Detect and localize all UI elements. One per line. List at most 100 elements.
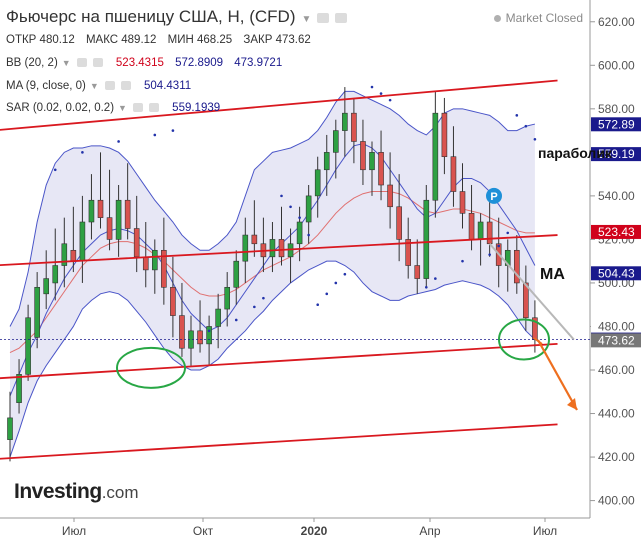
candle-down — [197, 330, 203, 345]
candle-down — [378, 152, 384, 186]
sar-dot — [262, 296, 265, 300]
channel-line — [0, 79, 558, 131]
sar-dot — [289, 205, 292, 209]
candle-down — [278, 239, 285, 258]
ma-settings-icon[interactable] — [104, 81, 115, 91]
price-label-text: 559.19 — [598, 147, 635, 161]
price-label-text: 572.89 — [598, 117, 635, 131]
price-label-box — [591, 224, 641, 239]
candle-up — [7, 417, 13, 440]
y-tick-label: 440.00 — [598, 407, 635, 421]
price-label-text: 480.00 — [598, 319, 635, 333]
forecast-arrowhead — [567, 398, 577, 410]
candle-up — [423, 199, 430, 279]
candle-down — [106, 217, 113, 240]
candle-down — [441, 112, 448, 158]
bb-dropdown-icon[interactable]: ▼ — [61, 58, 71, 68]
y-tick-label: 620.00 — [598, 15, 635, 29]
price-label-box — [591, 319, 641, 334]
candle-up — [34, 286, 40, 338]
sar-dot — [497, 244, 501, 248]
sar-dot — [370, 85, 374, 89]
candle-down — [459, 191, 466, 214]
candle-up — [115, 199, 122, 240]
title-dropdown-icon[interactable]: ▼ — [301, 14, 312, 25]
candle-up — [224, 286, 230, 310]
candle-up — [369, 152, 375, 171]
x-tick-label: 2020 — [301, 524, 328, 538]
price-label-text: 473.62 — [598, 333, 635, 347]
trend-line — [488, 243, 575, 341]
candle-down — [251, 234, 258, 245]
sar-visibility-icon[interactable] — [148, 103, 159, 113]
p-marker-icon — [486, 187, 502, 204]
candle-down — [360, 141, 366, 171]
y-tick-label: 460.00 — [598, 363, 635, 377]
x-tick-label: Апр — [419, 524, 441, 538]
bollinger-lower-line — [9, 260, 536, 458]
price-label-box — [591, 117, 641, 132]
candle-up — [342, 112, 348, 131]
plot-area — [0, 79, 590, 462]
candle-down — [396, 206, 402, 240]
market-status-text: Market Closed — [505, 11, 583, 25]
bb-lower-value: 473.9721 — [234, 57, 283, 69]
ma-visibility-icon[interactable] — [120, 81, 131, 91]
candle-down — [450, 156, 457, 192]
low-value: 468.25 — [197, 34, 233, 46]
bb-settings-icon[interactable] — [76, 58, 87, 68]
sar-dot — [425, 285, 428, 289]
bb-visibility-icon[interactable] — [92, 58, 103, 68]
status-dot-icon — [493, 15, 501, 23]
market-status: Market Closed — [493, 11, 583, 25]
annotation-circle-left — [116, 346, 186, 389]
candle-up — [206, 326, 212, 345]
sar-settings-icon[interactable] — [132, 103, 143, 113]
bollinger-band-fill — [10, 91, 535, 458]
candle-down — [351, 112, 357, 142]
forecast-arrow-tail — [533, 337, 543, 345]
indicator-row-bb[interactable]: BB (20, 2) ▼ 523.4315 572.8909 473.9721 — [6, 57, 282, 69]
settings-icon[interactable] — [317, 12, 330, 23]
sar-dot — [53, 168, 57, 172]
y-tick-label: 400.00 — [598, 494, 635, 508]
sar-value: 559.1939 — [172, 102, 221, 114]
sar-dropdown-icon[interactable]: ▼ — [118, 103, 127, 113]
sar-dot — [280, 194, 283, 198]
sar-dot — [388, 98, 392, 102]
candle-up — [242, 234, 249, 262]
sar-dot — [171, 129, 175, 132]
candle-up — [16, 374, 22, 403]
candle-up — [269, 239, 276, 258]
x-tick-label: Июл — [62, 524, 86, 538]
high-label: МАКС — [85, 34, 119, 46]
ma-dropdown-icon[interactable]: ▼ — [89, 81, 99, 91]
sar-dot — [524, 124, 528, 128]
candle-up — [43, 278, 50, 295]
x-tick-label: Июл — [533, 524, 557, 538]
indicator-row-sar[interactable]: SAR (0.02, 0.02, 0.2) ▼ 559.1939 — [6, 102, 220, 114]
forecast-arrow-line — [537, 339, 578, 411]
bb-label: BB (20, 2) — [6, 57, 58, 69]
indicator-row-ma[interactable]: MA (9, close, 0) ▼ 504.4311 — [6, 80, 191, 92]
y-tick-label: 580.00 — [598, 102, 635, 116]
annotation-ma: МА — [540, 266, 565, 283]
price-label-box — [591, 266, 641, 281]
candle-down — [523, 282, 529, 319]
ma-label: MA (9, close, 0) — [6, 80, 86, 92]
sar-dot — [234, 318, 238, 322]
open-label: ОТКР — [6, 34, 37, 46]
candle-up — [432, 112, 439, 201]
price-label-box — [591, 147, 641, 162]
sar-dot — [307, 233, 310, 237]
candle-up — [152, 249, 158, 271]
visibility-icon[interactable] — [335, 12, 348, 23]
channel-line — [0, 423, 558, 460]
sar-dot — [434, 277, 437, 280]
candle-down — [124, 199, 131, 229]
candle-down — [179, 315, 185, 349]
sar-dot — [117, 140, 120, 143]
candle-down — [70, 249, 77, 262]
channel-line — [0, 234, 558, 266]
